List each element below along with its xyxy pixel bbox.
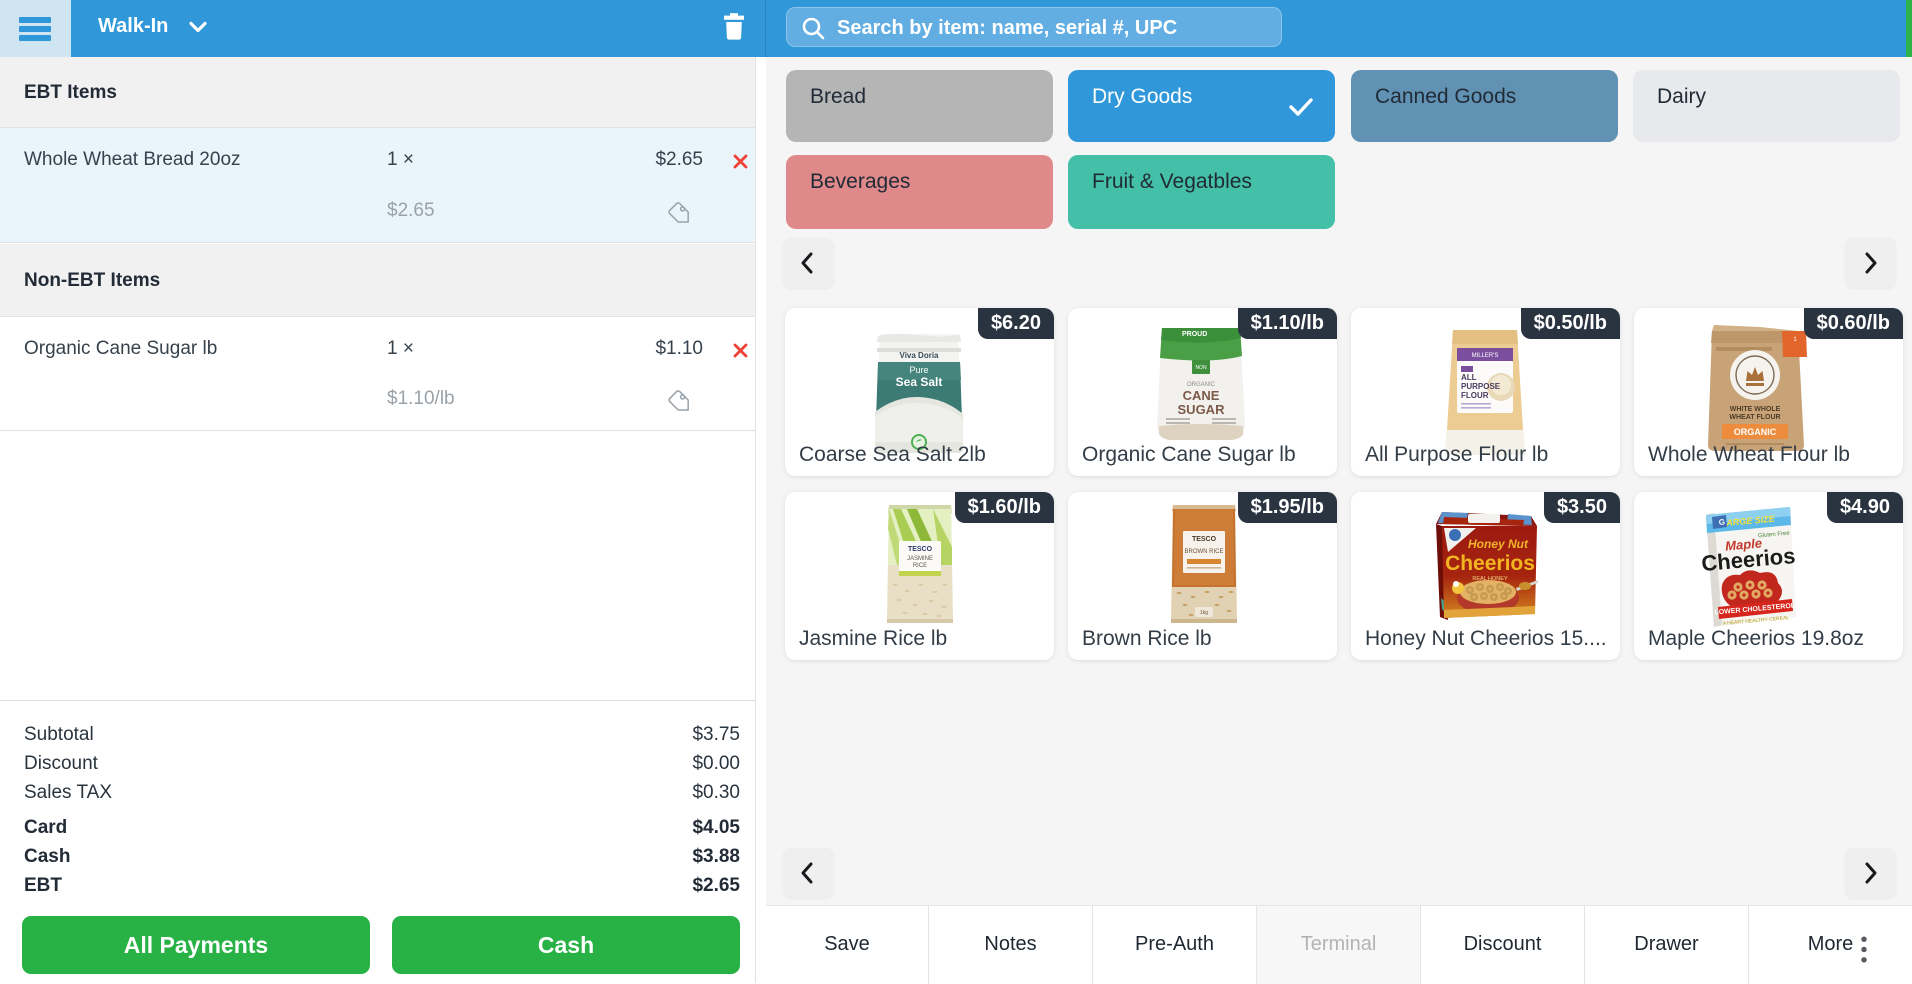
svg-text:REAL HONEY: REAL HONEY — [1472, 576, 1508, 582]
svg-text:Cheerios: Cheerios — [1445, 552, 1535, 575]
svg-text:RICE: RICE — [913, 563, 927, 569]
svg-text:Honey Nut: Honey Nut — [1468, 537, 1529, 551]
svg-text:FLOUR: FLOUR — [1461, 391, 1489, 400]
svg-text:PROUD: PROUD — [1182, 331, 1207, 338]
svg-text:PURPOSE: PURPOSE — [1461, 382, 1501, 391]
svg-text:JASMINE: JASMINE — [907, 556, 933, 562]
svg-text:MILLER'S: MILLER'S — [1472, 353, 1499, 359]
svg-text:ORGANIC: ORGANIC — [1734, 427, 1777, 437]
svg-text:Maple: Maple — [1725, 535, 1763, 553]
svg-text:LARGE SIZE: LARGE SIZE — [1720, 514, 1776, 529]
svg-text:Pure: Pure — [909, 365, 928, 375]
svg-text:Sea Salt: Sea Salt — [896, 375, 943, 389]
svg-text:G: G — [1718, 517, 1725, 527]
svg-text:WHEAT FLOUR: WHEAT FLOUR — [1729, 414, 1780, 421]
svg-text:CANE: CANE — [1183, 388, 1220, 403]
svg-text:ALL: ALL — [1461, 373, 1477, 382]
svg-text:NON: NON — [1195, 365, 1207, 371]
svg-text:A HEART HEALTHY CEREAL: A HEART HEALTHY CEREAL — [1722, 615, 1789, 627]
svg-text:Viva Doria: Viva Doria — [900, 351, 940, 360]
svg-text:Gluten Free: Gluten Free — [1758, 531, 1791, 540]
svg-text:1kg: 1kg — [1200, 610, 1208, 616]
svg-text:BROWN RICE: BROWN RICE — [1185, 549, 1224, 555]
svg-text:ORGANIC: ORGANIC — [1187, 382, 1216, 388]
svg-text:1: 1 — [1793, 337, 1797, 343]
svg-text:TESCO: TESCO — [908, 546, 933, 553]
svg-text:TESCO: TESCO — [1192, 536, 1217, 543]
svg-text:SUGAR: SUGAR — [1178, 402, 1226, 417]
svg-text:WHITE WHOLE: WHITE WHOLE — [1730, 406, 1781, 413]
